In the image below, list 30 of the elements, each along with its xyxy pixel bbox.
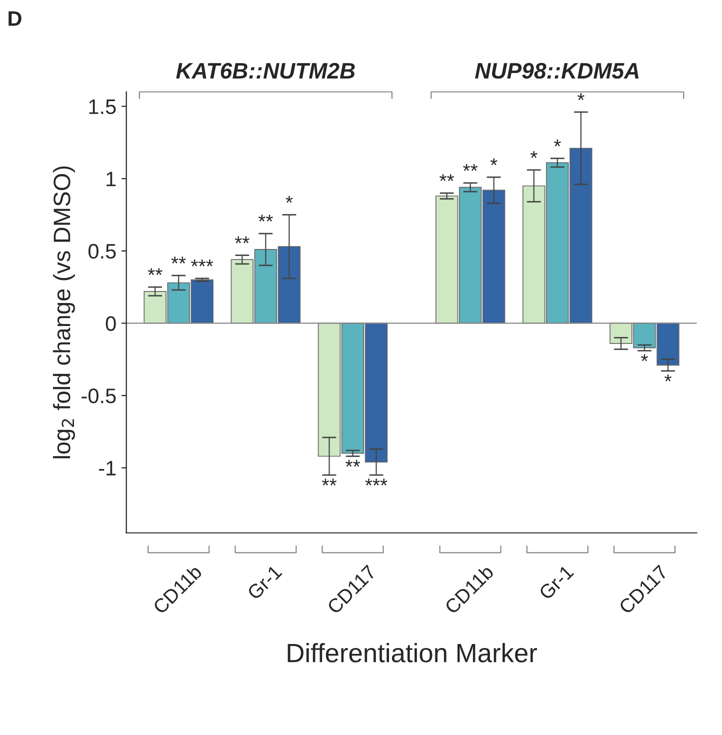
data-label: * <box>641 354 648 362</box>
data-label: ** <box>463 164 478 171</box>
data-label: ** <box>148 268 162 276</box>
data-label: ** <box>322 478 337 486</box>
data-label: * <box>490 158 498 166</box>
y-tick-label: 0 <box>106 316 116 331</box>
data-label: *** <box>191 260 214 266</box>
text: NUP98::KDM5A <box>475 62 639 79</box>
data-label: ** <box>234 236 250 244</box>
x-axis-title: Differentiation Marker <box>288 643 538 662</box>
y-tick-label: 1.5 <box>89 100 116 114</box>
data-label: *** <box>365 478 388 486</box>
text: D <box>8 11 22 26</box>
data-label: * <box>286 196 293 203</box>
y-tick-label: 0.5 <box>88 244 116 259</box>
y-tick-label: -0.5 <box>82 388 116 404</box>
data-label: * <box>577 93 584 100</box>
data-label: * <box>554 140 561 146</box>
data-label: * <box>530 151 538 158</box>
text: KAT6B::NUTM2B <box>176 62 355 79</box>
data-label: * <box>664 374 672 382</box>
y-axis-title: log$_{2}$ fold change (vs DMSO) <box>52 166 75 458</box>
data-label: ** <box>171 256 186 264</box>
x-tick-label: Gr-1 <box>246 564 282 600</box>
data-label: ** <box>258 214 273 222</box>
y-tick-label: -1 <box>99 461 116 476</box>
data-label: ** <box>346 460 360 467</box>
x-tick-label: Gr-1 <box>538 564 574 600</box>
data-label: ** <box>440 174 454 182</box>
y-tick-label: 1 <box>106 172 116 186</box>
